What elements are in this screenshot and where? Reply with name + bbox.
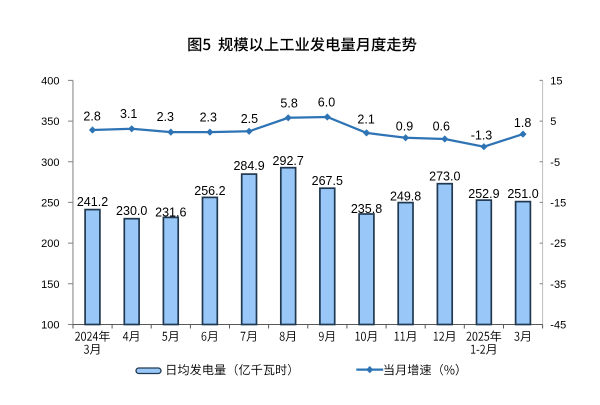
svg-text:200: 200 [41,238,59,250]
svg-text:-45: -45 [550,320,566,332]
svg-text:-1.3: -1.3 [471,129,493,143]
svg-text:0.9: 0.9 [396,119,413,133]
svg-text:273.0: 273.0 [429,169,460,183]
svg-text:3.1: 3.1 [120,107,137,121]
svg-text:400: 400 [41,75,59,87]
svg-text:284.9: 284.9 [233,159,264,173]
svg-text:251.0: 251.0 [507,187,538,201]
svg-text:-35: -35 [550,279,566,291]
svg-text:231.6: 231.6 [155,205,186,219]
svg-text:2.8: 2.8 [83,109,100,123]
svg-text:300: 300 [41,157,59,169]
svg-text:230.0: 230.0 [116,204,147,218]
svg-text:249.8: 249.8 [390,190,421,204]
svg-text:250: 250 [41,197,59,209]
svg-text:241.2: 241.2 [77,195,108,209]
svg-text:350: 350 [41,116,59,128]
svg-text:5: 5 [550,116,556,128]
svg-text:292.7: 292.7 [273,154,304,168]
svg-text:5.8: 5.8 [280,96,297,110]
svg-text:150: 150 [41,279,59,291]
svg-text:252.9: 252.9 [468,187,499,201]
svg-text:2.3: 2.3 [200,111,217,125]
svg-text:-15: -15 [550,197,566,209]
svg-text:0.6: 0.6 [433,119,450,133]
svg-text:-25: -25 [550,238,566,250]
svg-text:267.5: 267.5 [312,174,343,188]
svg-text:256.2: 256.2 [194,184,225,198]
svg-text:2.1: 2.1 [357,113,374,127]
svg-text:100: 100 [41,320,59,332]
svg-text:6.0: 6.0 [318,96,335,110]
svg-text:2.3: 2.3 [157,110,174,124]
svg-text:235.8: 235.8 [351,202,382,216]
svg-text:1.8: 1.8 [514,116,531,130]
svg-text:-5: -5 [550,157,560,169]
svg-text:15: 15 [550,75,562,87]
svg-text:2.5: 2.5 [241,112,258,126]
